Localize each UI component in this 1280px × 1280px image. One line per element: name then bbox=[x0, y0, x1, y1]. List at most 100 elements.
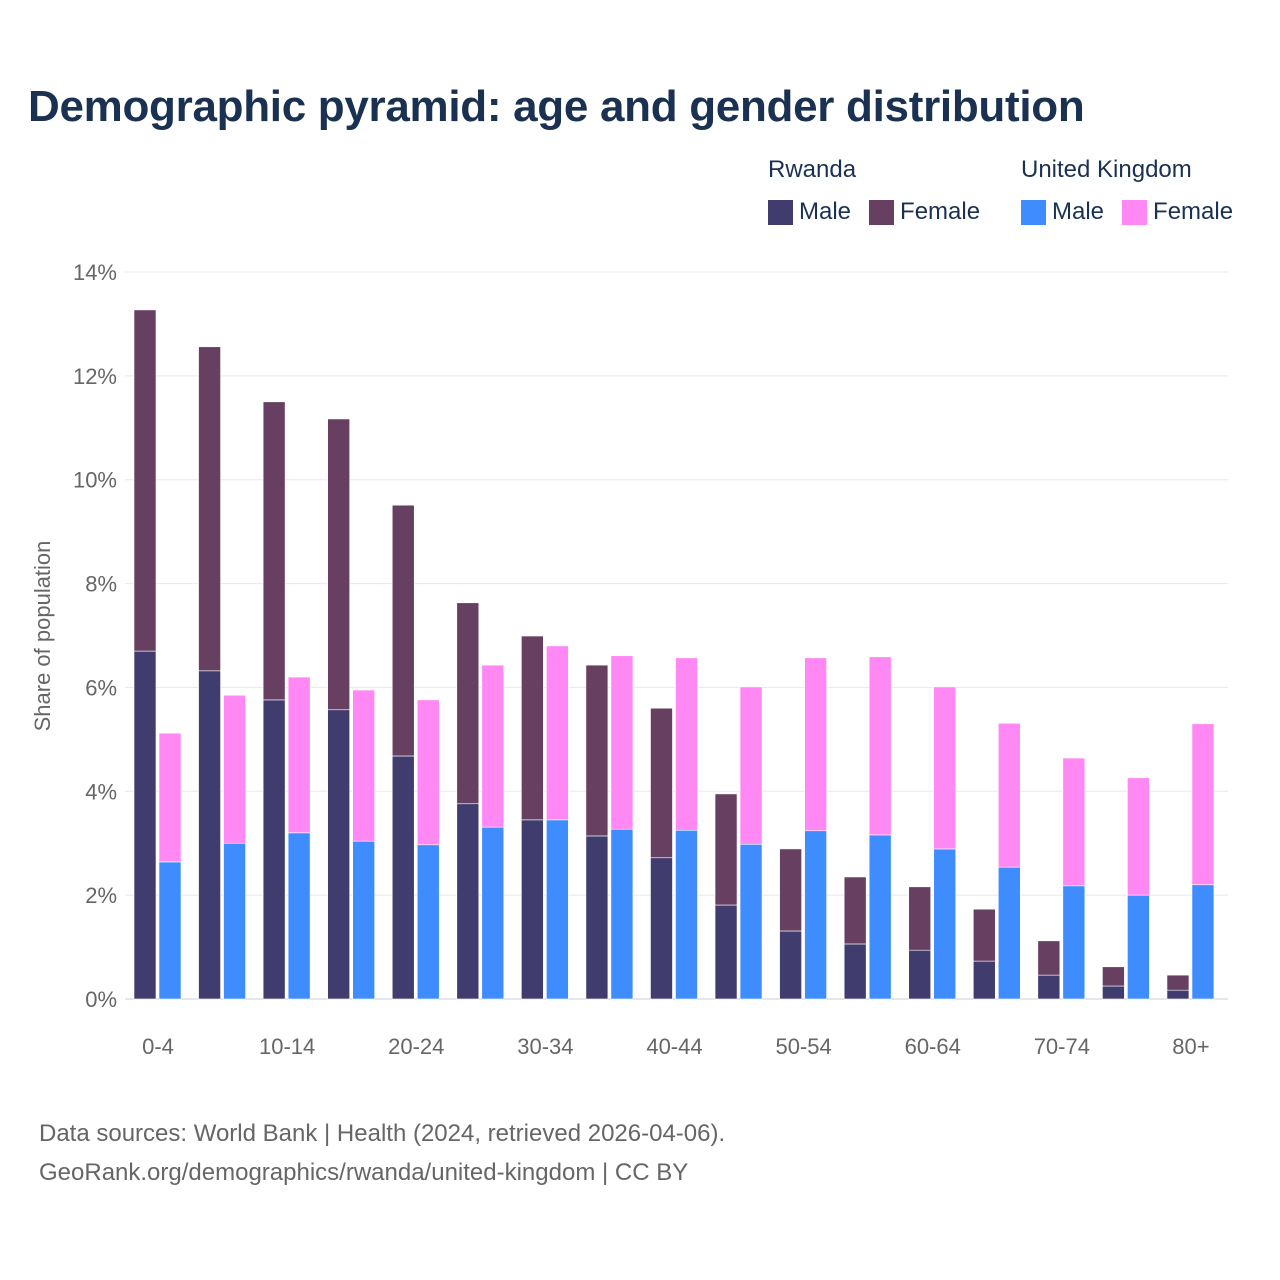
legend-label: Male bbox=[1052, 198, 1105, 225]
x-tick-label: 60-64 bbox=[905, 1034, 961, 1059]
bar-rwanda-female-75-79 bbox=[1102, 966, 1125, 987]
bar-united-kingdom-male-60-64 bbox=[933, 848, 957, 1000]
bar-rwanda-female-70-74 bbox=[1037, 940, 1061, 976]
bar-united-kingdom-female-45-49 bbox=[739, 686, 763, 845]
bar-rwanda-female-55-59 bbox=[843, 876, 867, 945]
bar-rwanda-male-55-59 bbox=[843, 943, 867, 1000]
legend-group-title: Rwanda bbox=[768, 156, 857, 183]
bar-rwanda-male-70-74 bbox=[1037, 974, 1061, 1000]
y-tick-label: 12% bbox=[73, 364, 117, 389]
bar-united-kingdom-female-40-44 bbox=[675, 657, 698, 831]
bar-rwanda-female-80+ bbox=[1166, 974, 1190, 991]
bar-united-kingdom-male-10-14 bbox=[287, 832, 311, 1000]
bar-united-kingdom-male-25-29 bbox=[481, 826, 505, 1000]
bar-united-kingdom-female-80+ bbox=[1191, 723, 1215, 886]
bar-rwanda-male-35-39 bbox=[585, 835, 609, 1000]
y-axis-label: Share of population bbox=[30, 541, 55, 732]
bar-rwanda-female-50-54 bbox=[779, 848, 802, 932]
bar-rwanda-female-40-44 bbox=[650, 707, 673, 859]
bar-united-kingdom-female-20-24 bbox=[416, 699, 440, 846]
bar-rwanda-female-20-24 bbox=[391, 504, 415, 757]
legend-united-kingdom: United Kingdom Male Female bbox=[1021, 156, 1233, 226]
bar-united-kingdom-female-70-74 bbox=[1062, 757, 1086, 887]
bar-rwanda-male-25-29 bbox=[456, 803, 480, 1000]
bar-rwanda-female-65-69 bbox=[972, 908, 996, 962]
bar-united-kingdom-male-75-79 bbox=[1127, 894, 1150, 1000]
bar-rwanda-male-50-54 bbox=[779, 930, 802, 1000]
bar-rwanda-male-5-9 bbox=[198, 670, 221, 1000]
bar-united-kingdom-male-30-34 bbox=[546, 819, 569, 1000]
bar-united-kingdom-female-60-64 bbox=[933, 686, 957, 850]
bar-rwanda-female-60-64 bbox=[908, 886, 932, 951]
bar-united-kingdom-male-45-49 bbox=[739, 843, 763, 1000]
bar-rwanda-female-35-39 bbox=[585, 664, 609, 837]
x-tick-label: 20-24 bbox=[388, 1034, 444, 1059]
y-tick-label: 8% bbox=[85, 572, 117, 597]
bar-rwanda-male-15-19 bbox=[327, 709, 350, 1000]
bar-united-kingdom-male-0-4 bbox=[158, 861, 182, 1000]
bar-united-kingdom-male-40-44 bbox=[675, 829, 698, 1000]
bar-rwanda-male-80+ bbox=[1166, 989, 1190, 1000]
bar-rwanda-male-60-64 bbox=[908, 949, 932, 1000]
legend-item-uk-female[interactable]: Female bbox=[1122, 198, 1233, 226]
bar-rwanda-male-65-69 bbox=[972, 960, 996, 1000]
y-tick-label: 2% bbox=[85, 883, 117, 908]
bar-rwanda-male-0-4 bbox=[133, 650, 157, 1000]
legend-swatch bbox=[1021, 199, 1046, 225]
source-line-2[interactable]: GeoRank.org/demographics/rwanda/united-k… bbox=[39, 1159, 689, 1186]
bar-united-kingdom-male-80+ bbox=[1191, 884, 1215, 1000]
y-tick-label: 14% bbox=[73, 260, 117, 285]
bar-united-kingdom-female-55-59 bbox=[868, 656, 892, 836]
bar-united-kingdom-male-15-19 bbox=[352, 840, 375, 1000]
legend-swatch bbox=[869, 199, 895, 225]
y-tick-label: 6% bbox=[85, 675, 117, 700]
legend-swatch bbox=[768, 199, 793, 225]
legend-item-rwanda-female[interactable]: Female bbox=[869, 198, 980, 226]
x-tick-label: 30-34 bbox=[517, 1034, 573, 1059]
x-tick-label: 70-74 bbox=[1034, 1034, 1090, 1059]
x-tick-label: 80+ bbox=[1172, 1034, 1209, 1059]
x-tick-label: 0-4 bbox=[142, 1034, 174, 1059]
legend-rwanda: Rwanda Male Female bbox=[768, 156, 980, 226]
y-tick-label: 10% bbox=[73, 468, 117, 493]
y-tick-label: 4% bbox=[85, 779, 117, 804]
bar-united-kingdom-female-10-14 bbox=[287, 676, 311, 834]
legend-label: Female bbox=[1153, 198, 1234, 225]
bar-united-kingdom-male-55-59 bbox=[868, 834, 892, 1000]
bar-united-kingdom-female-65-69 bbox=[997, 722, 1021, 868]
bar-united-kingdom-male-20-24 bbox=[416, 844, 440, 1000]
legend-group-title: United Kingdom bbox=[1021, 156, 1192, 183]
bar-united-kingdom-female-35-39 bbox=[610, 655, 634, 830]
legend-label: Male bbox=[799, 198, 852, 225]
bar-united-kingdom-male-35-39 bbox=[610, 828, 634, 1000]
legend-item-rwanda-male[interactable]: Male bbox=[768, 198, 851, 226]
x-tick-label: 40-44 bbox=[646, 1034, 702, 1059]
bar-rwanda-female-25-29 bbox=[456, 602, 480, 805]
bar-rwanda-male-75-79 bbox=[1102, 985, 1125, 1000]
bar-rwanda-female-5-9 bbox=[198, 346, 221, 672]
bar-united-kingdom-female-75-79 bbox=[1127, 777, 1150, 896]
y-tick-label: 0% bbox=[85, 987, 117, 1012]
bar-united-kingdom-female-5-9 bbox=[223, 694, 246, 844]
legend-swatch bbox=[1122, 199, 1148, 225]
bar-united-kingdom-female-50-54 bbox=[804, 657, 827, 832]
bar-united-kingdom-male-50-54 bbox=[804, 830, 827, 1000]
bar-united-kingdom-male-70-74 bbox=[1062, 885, 1086, 1000]
bar-rwanda-male-30-34 bbox=[521, 819, 544, 1000]
bar-rwanda-male-40-44 bbox=[650, 857, 673, 1000]
chart-title: Demographic pyramid: age and gender dist… bbox=[28, 82, 1085, 131]
bar-rwanda-female-45-49 bbox=[714, 793, 738, 906]
legend-item-uk-male[interactable]: Male bbox=[1021, 198, 1104, 226]
source-note: Data sources: World Bank | Health (2024,… bbox=[39, 1114, 725, 1192]
bar-rwanda-female-30-34 bbox=[521, 635, 544, 821]
bar-rwanda-male-10-14 bbox=[262, 699, 286, 1000]
bar-rwanda-female-0-4 bbox=[133, 309, 157, 652]
bar-united-kingdom-female-25-29 bbox=[481, 664, 505, 828]
bar-rwanda-male-20-24 bbox=[391, 755, 415, 1000]
bar-rwanda-male-45-49 bbox=[714, 904, 738, 1000]
bar-united-kingdom-female-15-19 bbox=[352, 689, 375, 842]
x-tick-label: 50-54 bbox=[775, 1034, 831, 1059]
bar-united-kingdom-male-5-9 bbox=[223, 842, 246, 1000]
bar-rwanda-female-10-14 bbox=[262, 401, 286, 701]
